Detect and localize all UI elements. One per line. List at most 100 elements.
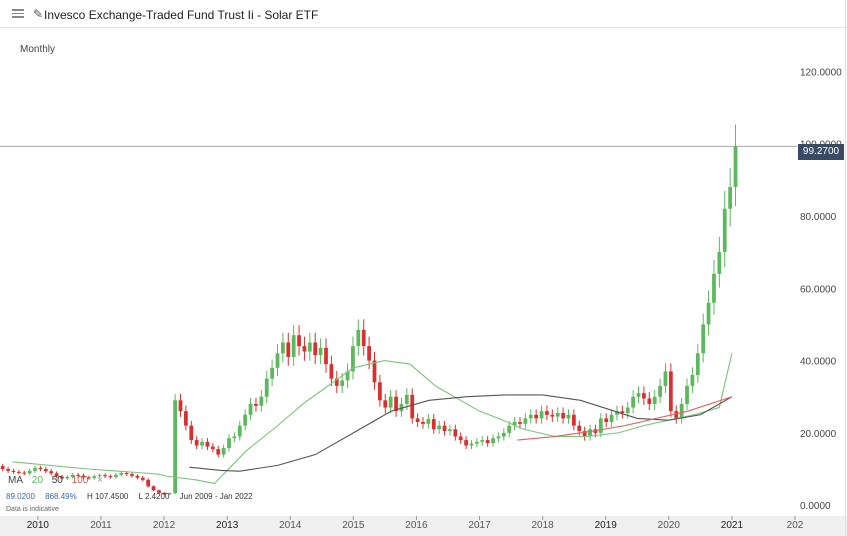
candle[interactable] xyxy=(237,420,242,441)
ma-20-label[interactable]: 20 xyxy=(31,475,43,486)
candle[interactable] xyxy=(324,338,328,373)
candle[interactable] xyxy=(598,413,603,438)
candle[interactable] xyxy=(372,351,377,390)
candle[interactable] xyxy=(92,474,97,480)
candle[interactable] xyxy=(356,319,361,356)
candle[interactable] xyxy=(383,394,388,414)
candle[interactable] xyxy=(54,471,59,479)
candle[interactable] xyxy=(453,424,458,441)
candle[interactable] xyxy=(157,489,161,494)
hamburger-icon[interactable] xyxy=(12,7,24,21)
candle[interactable] xyxy=(415,413,420,428)
candle[interactable] xyxy=(108,474,113,479)
candle[interactable] xyxy=(140,476,145,482)
candle[interactable] xyxy=(130,472,134,478)
candle[interactable] xyxy=(679,397,684,424)
candle[interactable] xyxy=(706,290,711,336)
candle[interactable] xyxy=(334,371,339,394)
candle[interactable] xyxy=(609,409,614,428)
candle[interactable] xyxy=(33,465,37,473)
candle[interactable] xyxy=(146,478,151,488)
candle[interactable] xyxy=(361,319,366,356)
candle[interactable] xyxy=(6,466,10,473)
candle[interactable] xyxy=(178,394,183,417)
candle[interactable] xyxy=(658,378,662,404)
candle[interactable] xyxy=(275,344,280,377)
candle[interactable] xyxy=(11,468,16,474)
candle[interactable] xyxy=(690,367,695,394)
candle[interactable] xyxy=(663,363,668,394)
candle[interactable] xyxy=(394,390,398,417)
candle[interactable] xyxy=(431,413,436,434)
candle[interactable] xyxy=(22,470,27,476)
candle[interactable] xyxy=(545,405,549,421)
candle[interactable] xyxy=(243,409,248,431)
candle[interactable] xyxy=(270,359,275,387)
candle[interactable] xyxy=(221,444,226,458)
candle[interactable] xyxy=(205,438,210,451)
candle[interactable] xyxy=(437,420,442,434)
candle[interactable] xyxy=(351,336,355,380)
candle[interactable] xyxy=(501,428,506,441)
candle[interactable] xyxy=(227,434,231,452)
candle[interactable] xyxy=(458,432,463,444)
candle[interactable] xyxy=(329,355,334,387)
candle[interactable] xyxy=(518,417,522,429)
candle[interactable] xyxy=(248,397,253,421)
candle[interactable] xyxy=(173,394,178,494)
candle[interactable] xyxy=(167,492,172,495)
candle[interactable] xyxy=(27,468,32,476)
candle[interactable] xyxy=(43,466,48,474)
candle[interactable] xyxy=(496,432,501,443)
candle[interactable] xyxy=(642,386,646,405)
candle[interactable] xyxy=(469,440,474,450)
candle[interactable] xyxy=(528,409,533,424)
candle[interactable] xyxy=(631,390,636,414)
ma-50-label[interactable]: 50 xyxy=(51,475,63,486)
candle[interactable] xyxy=(582,426,587,441)
candle[interactable] xyxy=(0,463,5,472)
candle[interactable] xyxy=(81,473,86,479)
candle[interactable] xyxy=(480,436,485,446)
candle[interactable] xyxy=(302,336,307,361)
candle[interactable] xyxy=(210,443,215,453)
candle[interactable] xyxy=(620,405,625,419)
candle[interactable] xyxy=(87,475,91,480)
candle[interactable] xyxy=(491,434,495,447)
candle[interactable] xyxy=(216,445,221,458)
candle[interactable] xyxy=(442,420,447,436)
candle[interactable] xyxy=(151,485,156,492)
candle[interactable] xyxy=(286,332,291,366)
candle[interactable] xyxy=(674,405,679,424)
candle[interactable] xyxy=(728,167,733,227)
candle[interactable] xyxy=(421,417,425,429)
candle[interactable] xyxy=(464,436,468,450)
candle[interactable] xyxy=(16,469,21,475)
candle[interactable] xyxy=(232,432,237,443)
candle[interactable] xyxy=(377,374,382,407)
candle[interactable] xyxy=(722,190,727,268)
candle[interactable] xyxy=(345,363,350,388)
candle[interactable] xyxy=(399,397,404,417)
candle[interactable] xyxy=(448,424,452,436)
candle[interactable] xyxy=(534,409,539,424)
candle[interactable] xyxy=(281,332,285,363)
candle[interactable] xyxy=(566,409,571,424)
candle[interactable] xyxy=(695,344,700,383)
candle[interactable] xyxy=(561,407,565,424)
candle[interactable] xyxy=(668,363,673,417)
candle[interactable] xyxy=(259,390,264,412)
candle[interactable] xyxy=(38,465,43,472)
candle[interactable] xyxy=(712,259,716,315)
candle[interactable] xyxy=(97,473,102,478)
candle[interactable] xyxy=(184,405,188,431)
candle[interactable] xyxy=(60,474,64,481)
candle[interactable] xyxy=(135,474,140,480)
chevron-down-icon[interactable]: ⌄ xyxy=(294,7,304,19)
candle[interactable] xyxy=(701,313,706,363)
candle[interactable] xyxy=(474,438,479,448)
candle[interactable] xyxy=(550,409,555,422)
candle[interactable] xyxy=(539,405,544,424)
candle[interactable] xyxy=(636,386,641,404)
